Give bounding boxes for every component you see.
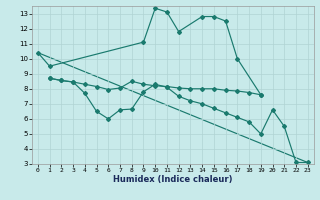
X-axis label: Humidex (Indice chaleur): Humidex (Indice chaleur): [113, 175, 233, 184]
